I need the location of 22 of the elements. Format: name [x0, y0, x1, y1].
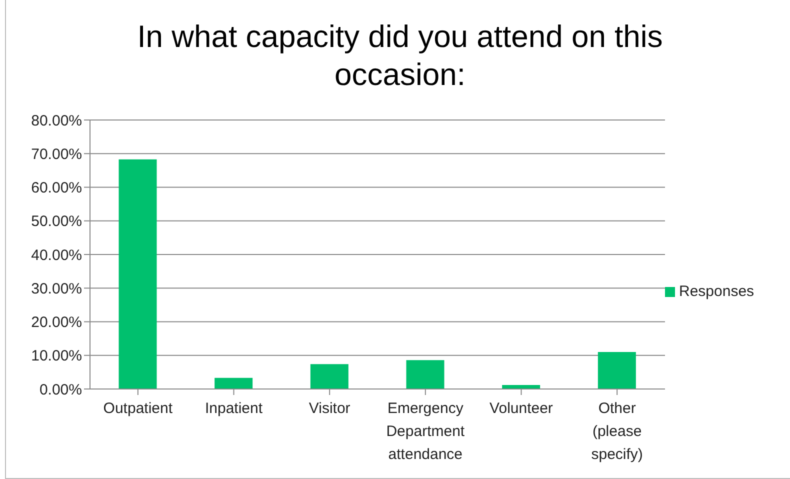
bar — [598, 352, 636, 389]
x-tick-label: Emergency Department attendance — [386, 400, 466, 463]
bar — [310, 364, 348, 389]
y-tick-label: 0.00% — [39, 381, 82, 398]
y-tick-label: 50.00% — [31, 213, 82, 230]
y-tick-label: 30.00% — [31, 280, 82, 298]
chart-title: In what capacity did you attend on this occasion: — [136, 18, 664, 94]
bar — [214, 378, 253, 389]
x-tick-label: Inpatient — [204, 400, 264, 417]
y-tick-label: 20.00% — [31, 314, 82, 332]
x-tick-label: Outpatient — [103, 400, 174, 417]
bar — [406, 360, 444, 389]
y-tick-label: 60.00% — [31, 180, 82, 197]
y-tick-label: 40.00% — [31, 246, 82, 264]
legend-label: Responses — [679, 283, 754, 300]
x-tick-label: Visitor — [308, 400, 350, 417]
y-tick-label: 70.00% — [31, 146, 82, 163]
bar — [118, 159, 157, 389]
x-tick-label: Other (please specify) — [591, 400, 643, 463]
x-tick-label: Volunteer — [490, 400, 553, 417]
y-tick-label: 80.00% — [31, 112, 82, 130]
y-tick-label: 10.00% — [31, 348, 82, 365]
